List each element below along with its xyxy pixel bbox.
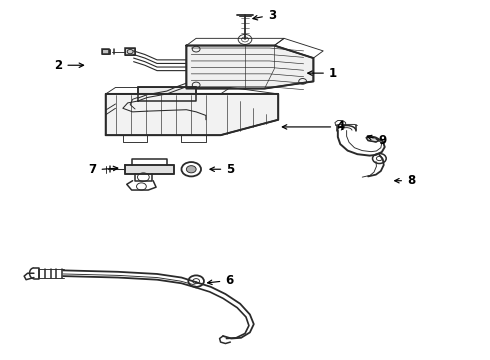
Text: 3: 3 — [253, 9, 276, 22]
Text: 4: 4 — [282, 121, 344, 134]
Circle shape — [186, 166, 196, 173]
Text: 2: 2 — [54, 59, 84, 72]
Polygon shape — [125, 48, 135, 55]
Polygon shape — [366, 136, 379, 142]
Text: 5: 5 — [210, 163, 235, 176]
Polygon shape — [138, 87, 196, 101]
Text: 6: 6 — [208, 274, 234, 287]
Polygon shape — [106, 94, 278, 135]
Polygon shape — [125, 165, 174, 174]
Text: 1: 1 — [308, 67, 337, 80]
Polygon shape — [102, 49, 109, 54]
Text: 8: 8 — [395, 174, 415, 187]
Text: 9: 9 — [367, 134, 387, 147]
Polygon shape — [186, 45, 314, 89]
Text: 7: 7 — [89, 163, 118, 176]
